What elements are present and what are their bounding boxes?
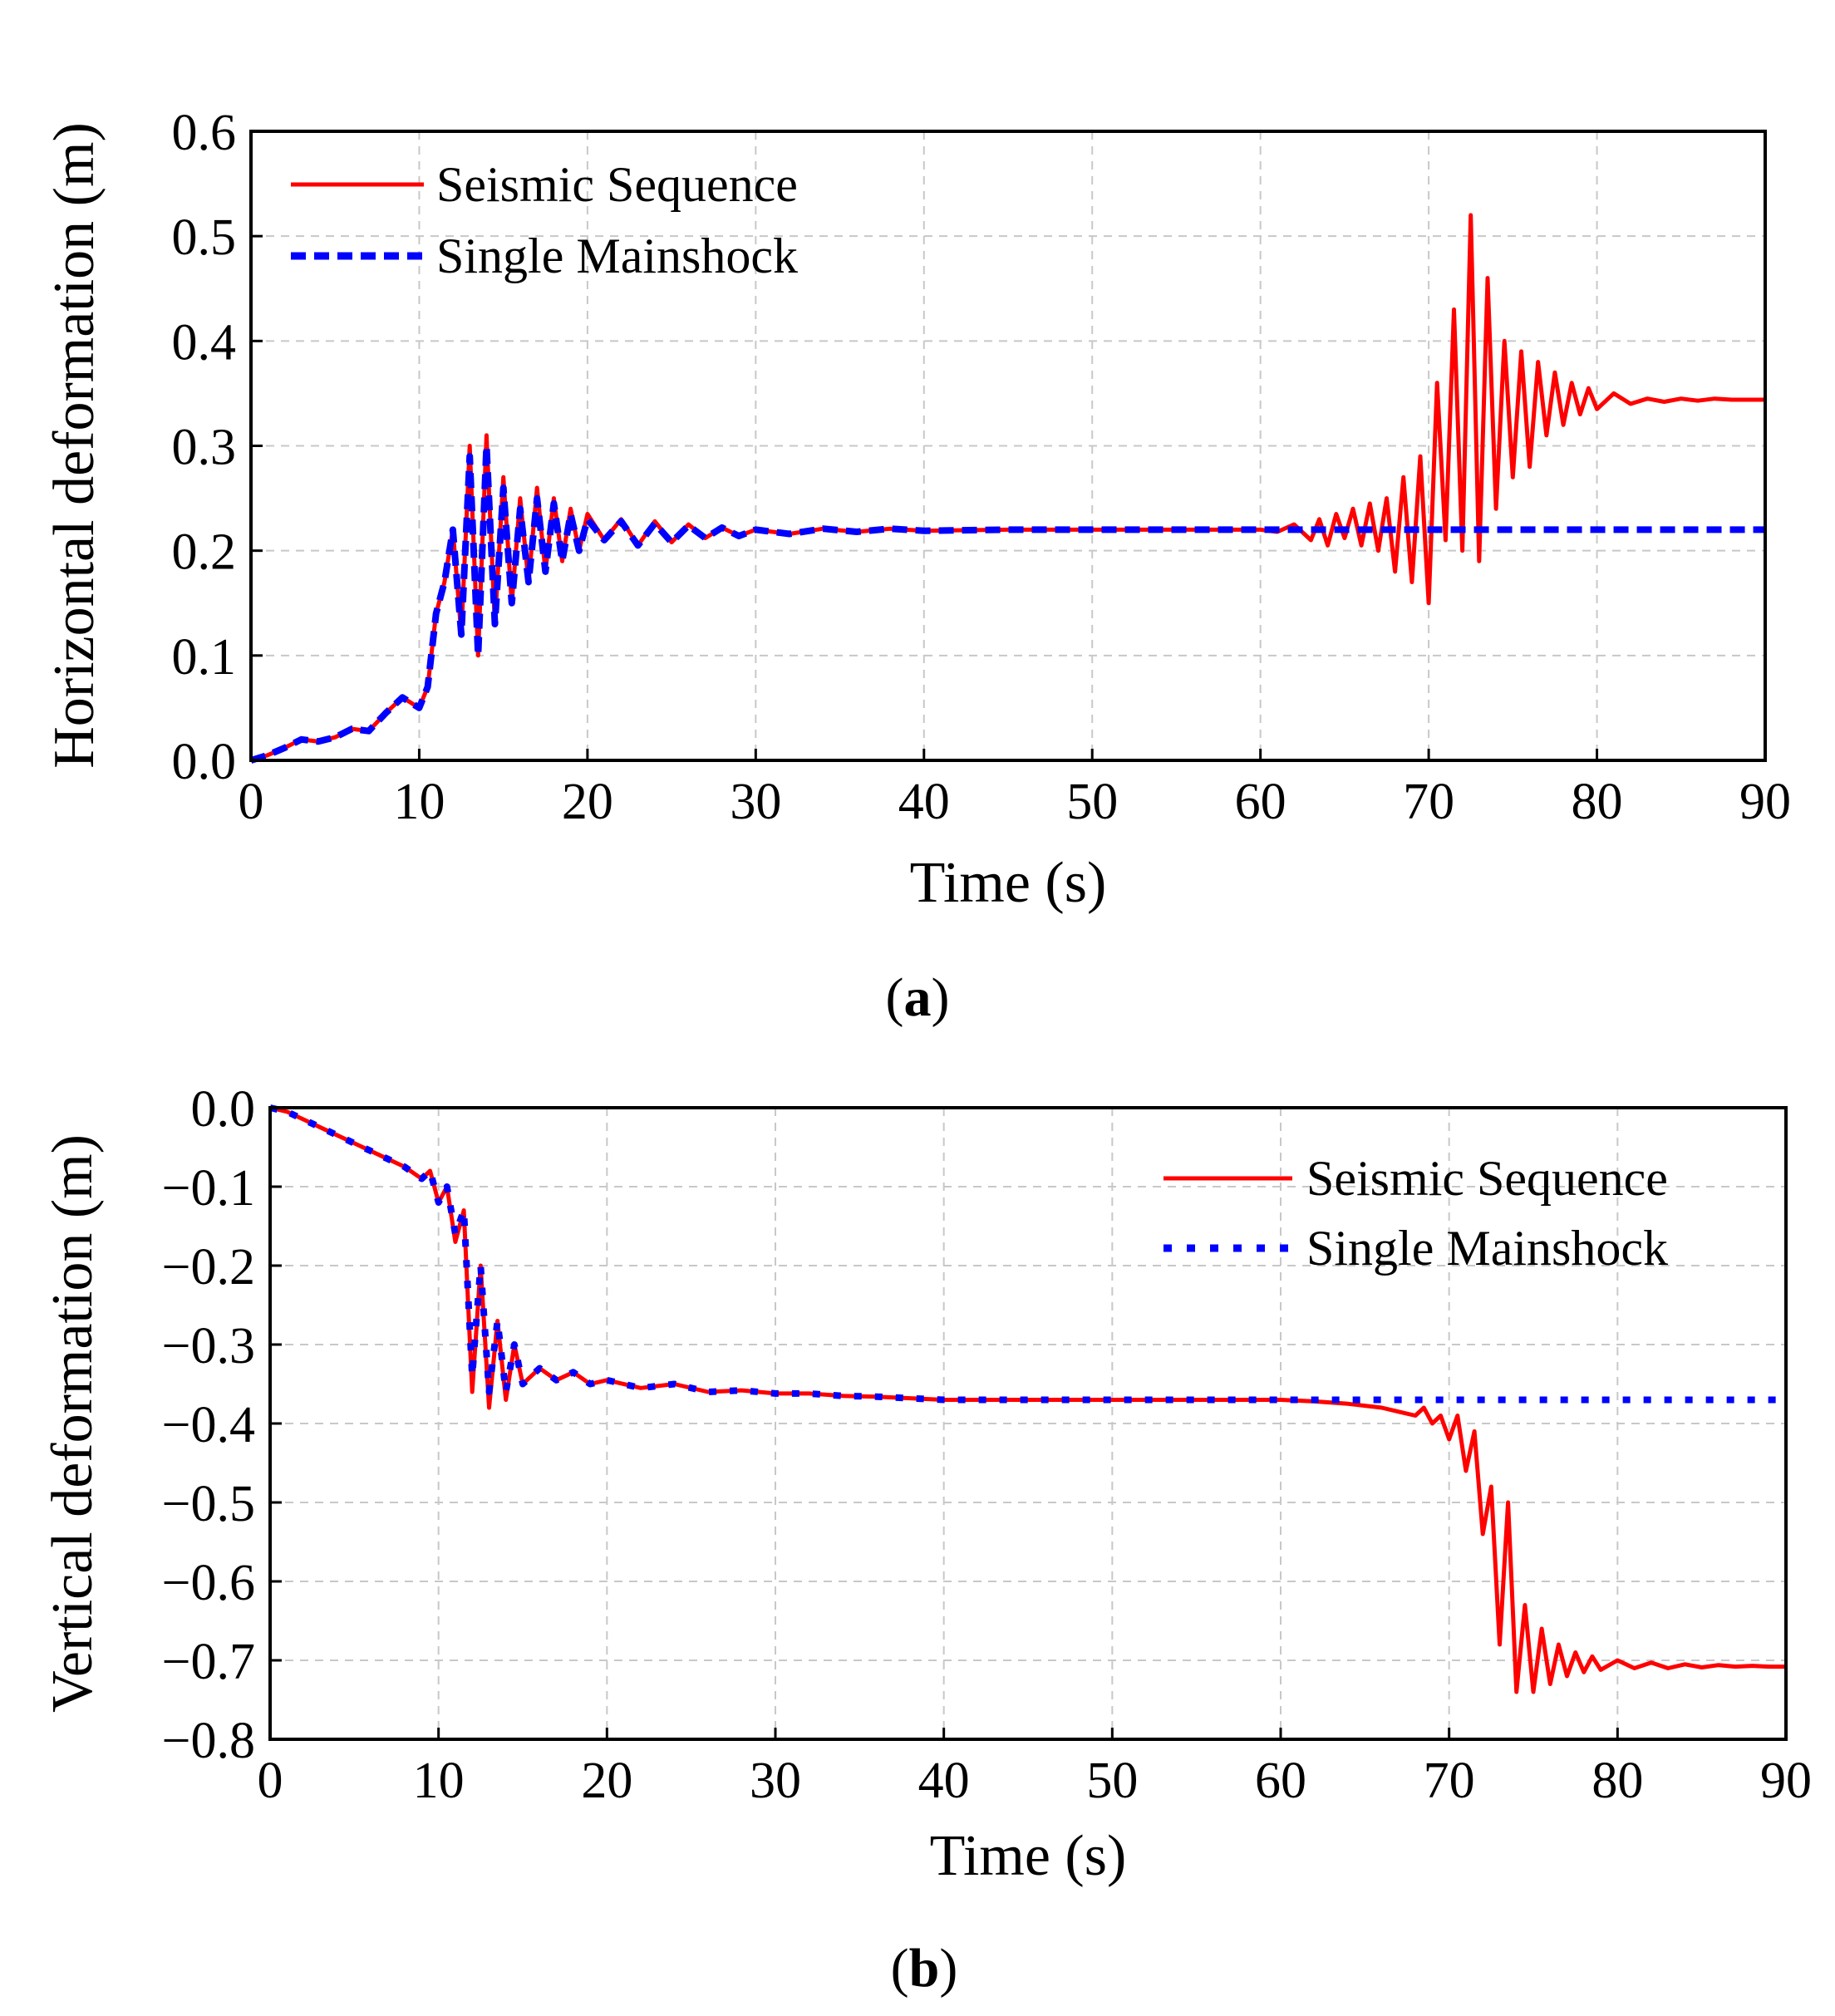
chart-b-ytick-label: −0.2: [162, 1239, 255, 1296]
chart-a-xtick-label: 30: [730, 774, 781, 830]
chart-b-series: [269, 1104, 1786, 1694]
chart-a-xtick-label: 70: [1403, 774, 1454, 830]
legend-a-label-seismic-sequence: Seismic Sequence: [436, 157, 798, 212]
chart-b-ytick-label: −0.5: [162, 1476, 255, 1532]
chart-a-xtick-label: 0: [239, 774, 264, 830]
chart-a-ytick-label: 0.3: [172, 420, 237, 476]
panel-label-b: (b): [891, 1938, 958, 1999]
panel-label-a: (a): [886, 967, 950, 1028]
chart-a-series: [249, 213, 1765, 764]
chart-b-legend: Seismic Sequence Single Mainshock: [1163, 1151, 1668, 1276]
legend-a-label-single-mainshock: Single Mainshock: [436, 229, 798, 283]
chart-a-xtick-label: 90: [1739, 774, 1791, 830]
chart-b-xtick-label: 60: [1255, 1753, 1306, 1809]
chart-a-ylabel: Horizontal deformation (m): [42, 122, 106, 769]
chart-a-ytick-label: 0.4: [172, 314, 237, 371]
chart-b-xtick-label: 0: [258, 1753, 283, 1809]
chart-a-xtick-label: 60: [1235, 774, 1286, 830]
chart-b-ytick-label: −0.4: [162, 1397, 255, 1453]
chart-a-ytick-label: 0.1: [172, 629, 237, 686]
chart-b-ytick-label: −0.8: [162, 1713, 255, 1769]
chart-a-xlabel: Time (s): [910, 851, 1107, 915]
chart-b-ytick-label: −0.3: [162, 1318, 255, 1374]
chart-b-xtick-label: 80: [1591, 1753, 1643, 1809]
chart-panel-a: 0 10 20 30 40 50 60 70 80 90 0.0 0.1 0.2 0.3 0.4 0.5 0.6…: [42, 105, 1791, 1028]
chart-b-xtick-label: 20: [581, 1753, 632, 1809]
chart-b-xtick-label: 70: [1424, 1753, 1475, 1809]
chart-b-ytick-label: −0.1: [162, 1160, 255, 1217]
chart-a-ticks: 0 10 20 30 40 50 60 70 80 90 0.0 0.1 0.2 0.3 0.4 0.5 0.6: [172, 105, 1792, 830]
chart-a-xtick-label: 50: [1066, 774, 1118, 830]
chart-a-ytick-label: 0.0: [172, 734, 237, 790]
chart-a-legend: Seismic Sequence Single Mainshock: [291, 157, 798, 283]
chart-a-series-seismic-sequence: [250, 213, 1765, 763]
chart-b-series-single-mainshock: [269, 1104, 1786, 1404]
chart-b-ytick-label: −0.7: [162, 1634, 255, 1690]
chart-b-xtick-label: 90: [1760, 1753, 1812, 1809]
chart-b-series-seismic-sequence: [269, 1105, 1786, 1694]
chart-a-xtick-label: 10: [393, 774, 445, 830]
chart-b-xtick-label: 40: [918, 1753, 970, 1809]
chart-a-xtick-label: 80: [1572, 774, 1623, 830]
chart-a-ytick-label: 0.6: [172, 105, 237, 161]
chart-b-ylabel: Vertical deformation (m): [41, 1134, 105, 1713]
chart-b-ytick-label: −0.6: [162, 1555, 255, 1611]
chart-a-grid: [251, 131, 1765, 760]
chart-a-xtick-label: 20: [562, 774, 613, 830]
chart-b-xlabel: Time (s): [930, 1824, 1127, 1888]
chart-panel-b: 0 10 20 30 40 50 60 70 80 90 0.0 −0.1 −0.2 −0.3 −0.4 −0…: [41, 1081, 1812, 1999]
legend-b-label-seismic-sequence: Seismic Sequence: [1306, 1151, 1668, 1206]
chart-b-grid: [270, 1108, 1786, 1739]
chart-b-xtick-label: 10: [413, 1753, 465, 1809]
chart-a-ytick-label: 0.2: [172, 524, 237, 581]
chart-a-ytick-label: 0.5: [172, 209, 237, 266]
chart-b-ytick-label: 0.0: [191, 1081, 256, 1138]
chart-a-series-single-mainshock: [249, 442, 1765, 764]
chart-b-xtick-label: 50: [1086, 1753, 1138, 1809]
chart-a-xtick-label: 40: [898, 774, 950, 830]
legend-b-label-single-mainshock: Single Mainshock: [1306, 1221, 1668, 1276]
chart-b-xtick-label: 30: [750, 1753, 801, 1809]
chart-b-ticks: 0 10 20 30 40 50 60 70 80 90 0.0 −0.1 −0.2 −0.3 −0.4 −0…: [162, 1081, 1812, 1809]
